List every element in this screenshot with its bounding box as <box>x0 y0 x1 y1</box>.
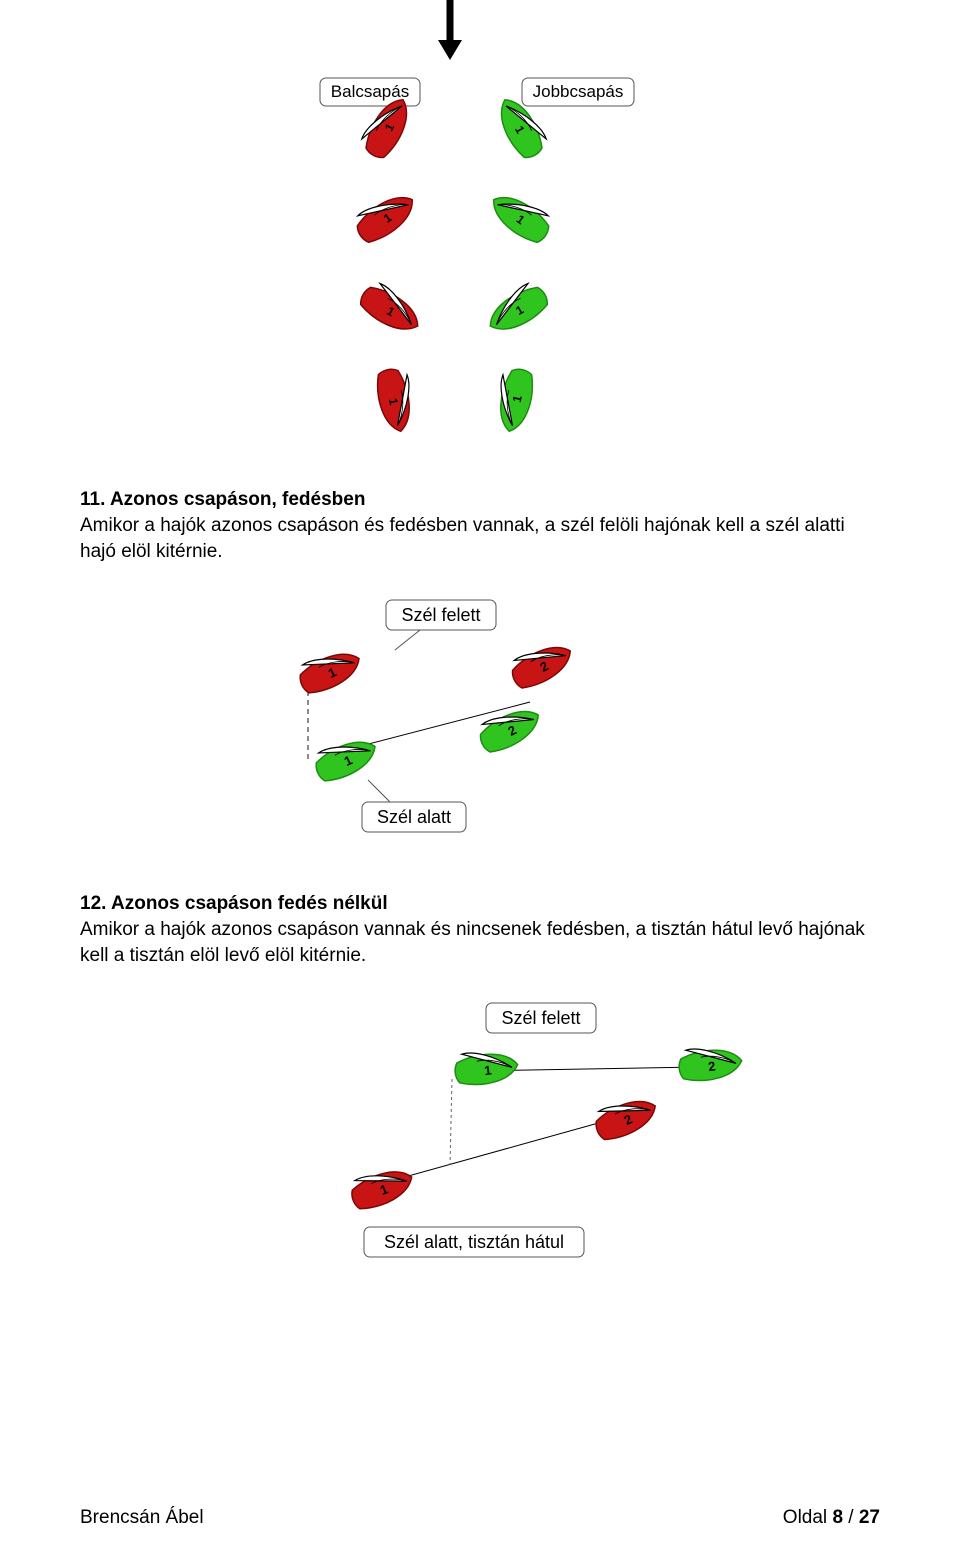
svg-text:Szél felett: Szél felett <box>501 1008 580 1028</box>
svg-text:Szél felett: Szél felett <box>401 605 480 625</box>
page-footer: Brencsán Ábel Oldal 8 / 27 <box>80 1507 880 1529</box>
svg-text:Jobbcsapás: Jobbcsapás <box>533 82 624 101</box>
label-szel-alatt-hatulrol: Szél alatt, tisztán hátul <box>364 1227 584 1257</box>
diagram-overlap-svg: Szél felett 1 1 2 <box>210 594 630 854</box>
section-11: 11. Azonos csapáson, fedésben Amikor a h… <box>80 489 880 564</box>
diagram-tack-svg: Balcsapás Jobbcsapás 1 1 1 <box>220 0 680 450</box>
wind-arrow <box>438 0 462 60</box>
label-jobbcsapas: Jobbcsapás <box>522 78 634 106</box>
diagram-tack: Balcsapás Jobbcsapás 1 1 1 <box>220 0 880 455</box>
label-szel-felett-3: Szél felett <box>486 1003 596 1033</box>
label-balcsapas: Balcsapás <box>320 78 420 106</box>
section-11-heading: 11. Azonos csapáson, fedésben <box>80 489 880 511</box>
footer-author: Brencsán Ábel <box>80 1507 204 1529</box>
diagram-clear-astern: Szél felett 1 2 1 <box>300 999 880 1284</box>
svg-text:Balcsapás: Balcsapás <box>331 82 409 101</box>
diagram-overlap: Szél felett 1 1 2 <box>210 594 880 859</box>
section-11-body: Amikor a hajók azonos csapáson és fedésb… <box>80 513 880 564</box>
svg-text:Szél alatt: Szél alatt <box>377 807 451 827</box>
svg-text:Szél alatt, tisztán hátul: Szél alatt, tisztán hátul <box>384 1232 564 1252</box>
label-szel-felett: Szél felett <box>386 600 496 650</box>
section-12: 12. Azonos csapáson fedés nélkül Amikor … <box>80 893 880 968</box>
section-12-heading: 12. Azonos csapáson fedés nélkül <box>80 893 880 915</box>
footer-page: Oldal 8 / 27 <box>783 1507 880 1529</box>
label-szel-alatt: Szél alatt <box>362 780 466 832</box>
section-12-body: Amikor a hajók azonos csapáson vannak és… <box>80 917 880 968</box>
diagram-clear-astern-svg: Szél felett 1 2 1 <box>300 999 780 1279</box>
